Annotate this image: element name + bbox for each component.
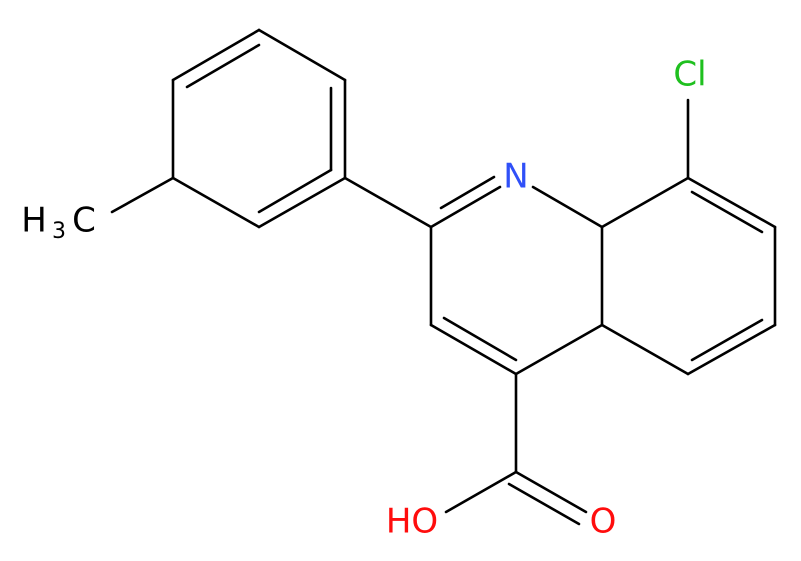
bond (429, 323, 518, 376)
bond (439, 175, 496, 210)
bond (444, 470, 518, 514)
bond (442, 316, 518, 362)
bond (514, 470, 588, 514)
atom-label: H (21, 201, 47, 241)
bond (257, 28, 347, 82)
bond (600, 176, 690, 229)
bond (171, 176, 261, 229)
bond (514, 323, 604, 376)
atom-label: Cl (673, 55, 706, 95)
bond (686, 323, 777, 376)
bond (257, 176, 347, 229)
bond (600, 323, 690, 376)
atom-label: O (590, 502, 617, 542)
bond (686, 176, 777, 229)
atom-label: N (503, 157, 528, 197)
atom-label: HO (386, 502, 438, 542)
bond (507, 482, 581, 526)
bond (185, 43, 261, 89)
atom-label: C (72, 201, 96, 241)
bond (531, 185, 604, 229)
bond (171, 28, 261, 82)
bonds (110, 28, 777, 526)
bond (429, 185, 502, 229)
atom-subscript: 3 (52, 219, 66, 244)
bond (110, 176, 175, 214)
bond (690, 318, 764, 362)
bond (343, 176, 433, 229)
bond (257, 168, 333, 214)
bond (690, 190, 764, 234)
